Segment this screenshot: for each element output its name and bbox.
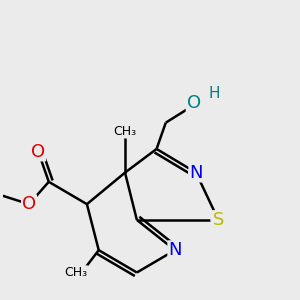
- Circle shape: [31, 144, 46, 159]
- Circle shape: [211, 213, 226, 227]
- Text: S: S: [213, 211, 224, 229]
- Text: H: H: [208, 86, 220, 101]
- Text: O: O: [22, 195, 36, 213]
- Text: O: O: [187, 94, 201, 112]
- Circle shape: [22, 197, 36, 212]
- Text: N: N: [189, 164, 203, 181]
- Circle shape: [189, 165, 203, 180]
- Circle shape: [168, 243, 182, 257]
- Circle shape: [190, 96, 205, 110]
- Text: O: O: [31, 142, 45, 160]
- Text: CH₃: CH₃: [113, 125, 136, 138]
- Text: N: N: [168, 241, 182, 259]
- Text: CH₃: CH₃: [64, 266, 88, 279]
